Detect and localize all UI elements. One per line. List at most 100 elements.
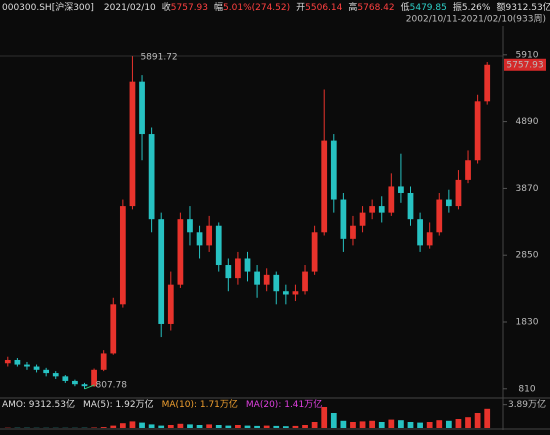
candle-body (330, 140, 337, 200)
candle-body (62, 376, 69, 381)
range: 2002/10/11-2021/02/10(933周) (406, 14, 546, 25)
candle-body (235, 258, 241, 279)
field-value: 9312.53亿 (505, 1, 550, 13)
field-label: 幅 (214, 1, 223, 13)
volume-bar (302, 425, 308, 428)
candle-body (417, 219, 423, 246)
volume-bar (110, 425, 117, 428)
candle-body (398, 186, 404, 193)
candle-body (139, 81, 145, 135)
candle-body (445, 199, 452, 207)
candle-body (91, 369, 97, 387)
y-tick-label: 3870 (516, 184, 539, 194)
candle-body (52, 373, 59, 377)
candle-body (407, 192, 414, 220)
y-tick-label: 5910 (516, 50, 539, 60)
candle-body (100, 353, 107, 370)
field-label: 额 (496, 1, 505, 13)
volume-bar (187, 424, 193, 428)
field-value: 5757.93 (171, 3, 208, 13)
candle-body (24, 364, 30, 367)
volume-bar (378, 422, 385, 428)
volume-bar (407, 422, 414, 428)
candle-body (158, 219, 165, 324)
candle-body (4, 359, 11, 364)
y-tick-label: 810 (518, 384, 535, 394)
volume-bar (369, 420, 376, 428)
volume-bar (484, 408, 491, 428)
header: 000300.SH[沪深300] 2021/02/10 收5757.93 幅5.01%… (2, 1, 550, 13)
volume-bar (436, 420, 443, 428)
volume-legend-item: MA(10): 1.71万亿 (162, 398, 238, 410)
candle-body (167, 284, 174, 324)
candle-body (177, 219, 184, 285)
volume-bar (225, 425, 232, 428)
candle-body (72, 380, 78, 385)
candle-body (273, 274, 280, 292)
candle-body (119, 206, 126, 305)
volume-bar (129, 421, 136, 428)
volume-bar (148, 424, 155, 428)
volume-bar (426, 422, 433, 428)
volume-bar (177, 423, 184, 428)
field-label: 开 (296, 2, 305, 13)
volume-bar (119, 423, 126, 428)
y-tick-label: 1830 (516, 318, 539, 328)
volume-bar (235, 425, 241, 428)
volume-legend-item: MA(20): 1.41万亿 (246, 398, 322, 410)
candle-body (321, 140, 328, 233)
volume-bar (167, 425, 174, 428)
candle-body (455, 179, 462, 207)
candle-body (388, 186, 395, 213)
candle-body (14, 359, 21, 365)
field-value: 5768.42 (357, 3, 394, 13)
volume-bar (474, 413, 481, 428)
candle-body (110, 304, 117, 354)
min-annotation: 807.78 (96, 380, 128, 390)
candle-body (378, 206, 385, 213)
candle-body (81, 384, 88, 387)
candle-body (206, 225, 213, 246)
volume-bar (139, 422, 145, 428)
candle-body (436, 199, 443, 233)
candle-body (225, 265, 232, 279)
volume-bar (158, 425, 165, 428)
volume-bar (445, 420, 452, 428)
volume-bar (206, 424, 213, 428)
max-annotation: 5891.72 (140, 53, 177, 63)
symbol: 000300.SH[沪深300] (2, 1, 94, 13)
volume-legend-item: AMO: 9312.53亿 (2, 398, 75, 410)
field-label: 低 (401, 1, 410, 13)
volume-bar (273, 425, 280, 428)
y-tick-label: 4890 (516, 117, 539, 127)
candle-body (129, 81, 136, 207)
field-label: 振 (453, 1, 462, 13)
volume-bar (311, 422, 318, 428)
volume-bar (340, 420, 347, 428)
volume-bar (350, 422, 356, 428)
candle-body (187, 219, 193, 233)
field-label: 高 (348, 1, 357, 13)
date: 2021/02/10 (104, 3, 156, 13)
candle-body (43, 369, 50, 374)
min-pointer (84, 384, 95, 390)
candle-body (311, 232, 318, 272)
field-value: 5.01%(274.52) (223, 3, 290, 13)
candle-body (254, 271, 260, 285)
candle-body (282, 291, 289, 295)
candle-body (148, 134, 155, 220)
volume-bar (417, 422, 423, 428)
volume-bar (455, 419, 462, 428)
field-value: 5506.14 (305, 3, 342, 13)
candle-body (350, 225, 356, 239)
candle-body (426, 232, 433, 246)
volume-bar (263, 425, 270, 428)
volume-bar (330, 413, 337, 428)
price-badge (504, 58, 546, 71)
candle-body (359, 212, 366, 226)
volume-bar (292, 425, 299, 428)
candle-body (340, 199, 347, 239)
candle-body (474, 101, 481, 161)
